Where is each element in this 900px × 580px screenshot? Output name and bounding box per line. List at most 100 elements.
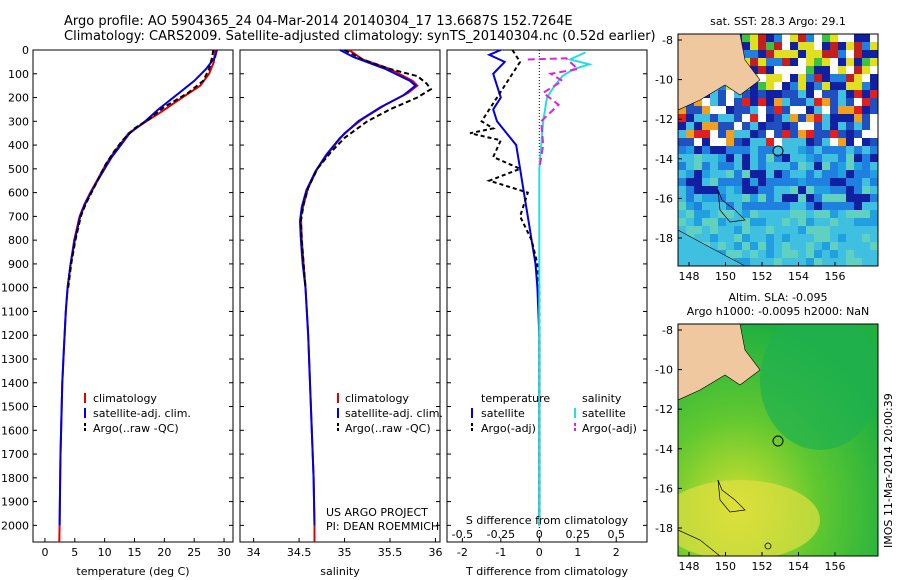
sst-cell	[774, 170, 782, 178]
sst-cell	[782, 90, 790, 98]
lon-tick-label: 156	[825, 560, 846, 573]
sst-cell	[710, 242, 718, 250]
sst-cell	[718, 226, 726, 234]
sst-cell	[838, 146, 846, 154]
sst-cell	[750, 98, 758, 106]
xtick-label: 2	[613, 546, 620, 559]
sst-cell	[742, 226, 750, 234]
sst-cell	[798, 74, 806, 82]
ytick-label: 800	[8, 234, 29, 247]
sst-cell	[694, 226, 702, 234]
sst-cell	[718, 178, 726, 186]
sst-cell	[686, 130, 694, 138]
sst-cell	[830, 234, 838, 242]
sst-cell	[790, 58, 798, 66]
sst-cell	[814, 186, 822, 194]
sst-cell	[678, 186, 686, 194]
sst-cell	[870, 90, 878, 98]
sst-cell	[870, 242, 878, 250]
sst-cell	[726, 242, 734, 250]
sst-cell	[854, 42, 862, 50]
sst-cell	[766, 34, 774, 42]
sst-cell	[854, 106, 862, 114]
sst-cell	[758, 106, 766, 114]
sst-cell	[726, 226, 734, 234]
sst-cell	[726, 122, 734, 130]
sst-cell	[862, 234, 870, 242]
sst-cell	[870, 74, 878, 82]
sst-cell	[830, 146, 838, 154]
sst-cell	[718, 106, 726, 114]
sst-cell	[838, 42, 846, 50]
sst-cell	[870, 34, 878, 42]
sst-cell	[870, 138, 878, 146]
sst-cell	[702, 146, 710, 154]
sst-cell	[870, 106, 878, 114]
sst-cell	[774, 178, 782, 186]
lon-tick-label: 150	[715, 560, 736, 573]
lon-tick-label: 152	[752, 560, 773, 573]
sst-cell	[726, 162, 734, 170]
sst-cell	[854, 138, 862, 146]
sst-cell	[742, 138, 750, 146]
sst-cell	[702, 130, 710, 138]
sst-cell	[798, 98, 806, 106]
sst-cell	[790, 82, 798, 90]
sst-cell	[742, 146, 750, 154]
lat-tick-label: -14	[655, 443, 673, 456]
sst-cell	[838, 210, 846, 218]
sst-cell	[830, 114, 838, 122]
sst-cell	[870, 98, 878, 106]
sst-cell	[830, 130, 838, 138]
sst-cell	[766, 98, 774, 106]
sst-cell	[694, 170, 702, 178]
lat-tick-label: -14	[655, 153, 673, 166]
sst-landmass	[678, 34, 761, 111]
sst-cell	[734, 98, 742, 106]
ytick-label: 2000	[1, 519, 29, 532]
ytick-label: 1700	[1, 448, 29, 461]
sst-cell	[790, 194, 798, 202]
sst-cell	[806, 58, 814, 66]
sst-cell	[870, 130, 878, 138]
sst-cell	[830, 50, 838, 58]
sst-cell	[710, 210, 718, 218]
legend-label-s-argo: Argo(-adj)	[582, 422, 637, 435]
sst-cell	[814, 130, 822, 138]
sst-cell	[718, 194, 726, 202]
sst-cell	[846, 258, 854, 266]
sst-cell	[734, 202, 742, 210]
sst-cell	[846, 34, 854, 42]
header-line-1: Argo profile: AO 5904365_24 04-Mar-2014 …	[64, 14, 573, 29]
header-line-2: Climatology: CARS2009. Satellite-adjuste…	[64, 29, 656, 44]
sst-cell	[742, 114, 750, 122]
sst-cell	[750, 250, 758, 258]
sst-cell	[846, 106, 854, 114]
difference-plot: -2 -1 0 1 2 -0.5 -0.25 0 0.25 0.5	[447, 49, 647, 559]
xtick-label: 15	[127, 546, 141, 559]
xtick-label: 36	[428, 546, 442, 559]
sst-cell	[870, 210, 878, 218]
sst-cell	[758, 250, 766, 258]
sst-cell	[686, 122, 694, 130]
sst-cell	[838, 58, 846, 66]
sst-cell	[766, 154, 774, 162]
sst-cell	[750, 122, 758, 130]
sst-cell	[742, 130, 750, 138]
sst-cell	[782, 210, 790, 218]
xtick-label: -1	[495, 546, 506, 559]
sst-cell	[774, 58, 782, 66]
sst-cell	[798, 186, 806, 194]
sst-cell	[710, 194, 718, 202]
sst-cell	[822, 178, 830, 186]
sst-cell	[862, 50, 870, 58]
sst-cell	[870, 202, 878, 210]
sst-cell	[774, 106, 782, 114]
sst-cell	[710, 146, 718, 154]
sst-cell	[838, 106, 846, 114]
sst-cell	[814, 90, 822, 98]
sst-cell	[830, 210, 838, 218]
sst-cell	[750, 138, 758, 146]
sst-cell	[742, 194, 750, 202]
sst-cell	[734, 250, 742, 258]
